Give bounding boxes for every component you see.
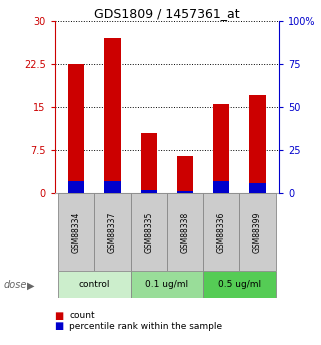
Text: GSM88336: GSM88336 [217,211,226,253]
Text: 0.1 ug/ml: 0.1 ug/ml [145,280,188,289]
Bar [249,183,266,193]
Bar [213,104,230,193]
Text: control: control [79,280,110,289]
Text: 0.5 ug/ml: 0.5 ug/ml [218,280,261,289]
Bar [177,156,193,193]
Text: GSM88399: GSM88399 [253,211,262,253]
Bar [249,96,266,193]
Bar [239,193,276,271]
Text: GSM88334: GSM88334 [72,211,81,253]
Bar [104,38,121,193]
Bar [141,190,157,193]
Text: dose: dose [3,280,27,289]
Bar [94,193,131,271]
Text: percentile rank within the sample: percentile rank within the sample [69,322,222,331]
Text: ▶: ▶ [27,281,34,291]
Bar [203,193,239,271]
Bar [131,193,167,271]
Bar [104,181,121,193]
Bar [167,193,203,271]
Bar [177,190,193,193]
Title: GDS1809 / 1457361_at: GDS1809 / 1457361_at [94,7,240,20]
Bar [58,193,94,271]
Bar [58,271,131,298]
Text: ■: ■ [55,321,64,331]
Bar [141,133,157,193]
Text: ■: ■ [55,311,64,321]
Bar [213,181,230,193]
Bar [203,271,276,298]
Bar [68,64,84,193]
Bar [68,181,84,193]
Bar [131,271,203,298]
Text: count: count [69,311,95,320]
Text: GSM88335: GSM88335 [144,211,153,253]
Text: GSM88337: GSM88337 [108,211,117,253]
Text: GSM88338: GSM88338 [180,211,189,253]
